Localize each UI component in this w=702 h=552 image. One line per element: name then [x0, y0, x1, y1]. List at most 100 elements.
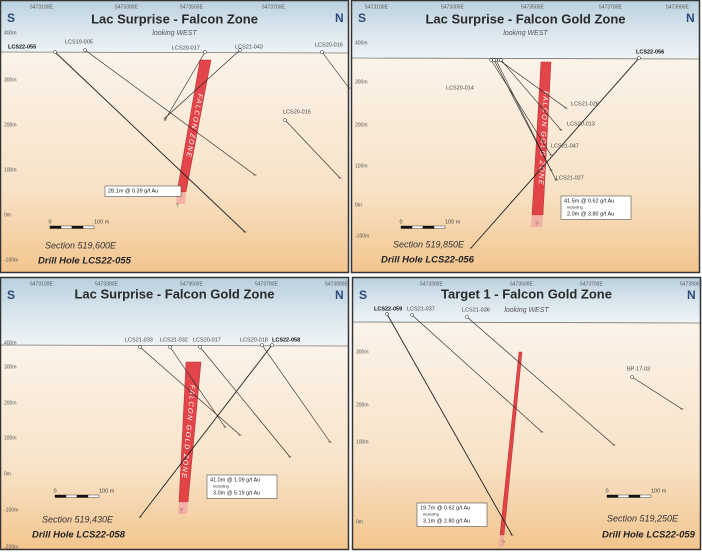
- elevation-label: 0m: [356, 519, 363, 525]
- hole-label: LCS20-017: [193, 337, 221, 343]
- scale-segment: [82, 225, 95, 229]
- section-panel: Target 1 - Falcon Gold Zone looking WEST S…: [351, 276, 702, 551]
- easting-label: 5473700E: [599, 4, 622, 10]
- intercept-box: [416, 502, 488, 527]
- elevation-label: 100m: [356, 439, 369, 445]
- subtitle: looking WEST: [152, 30, 197, 37]
- elevation-label: 0m: [4, 471, 11, 477]
- scale-segment: [60, 225, 73, 229]
- scale-segment: [628, 494, 641, 498]
- hole-label: LCS22-056: [636, 49, 664, 55]
- intercept-text: including: [567, 205, 583, 210]
- hole-label: LCS22-055: [8, 44, 36, 50]
- drill-hole: [470, 57, 640, 249]
- elevation-label: 200m: [4, 122, 17, 128]
- scale-segment: [49, 225, 62, 229]
- elevation-label: -100m: [4, 257, 18, 263]
- section-panel: Lac Surprise - Falcon Gold Zone S N 5473100…: [0, 276, 350, 551]
- direction-right: N: [687, 288, 696, 302]
- panel-border: [0, 276, 350, 551]
- drill-hole: [498, 59, 567, 109]
- scale-segment: [411, 225, 424, 229]
- scale-label: 0: [53, 488, 56, 494]
- hole-label: LCS20-018: [240, 337, 268, 343]
- elevation-label: 400m: [355, 40, 368, 46]
- scale-segment: [76, 494, 89, 498]
- scale-label: 100 m: [99, 488, 115, 494]
- drill-hole: [466, 316, 615, 446]
- subtitle: looking WEST: [503, 30, 548, 37]
- scale-segment: [400, 225, 413, 229]
- section-label: Section 519,600E: [45, 240, 117, 250]
- hole-label: LCS21-027: [556, 175, 584, 181]
- drill-hole: [199, 346, 291, 458]
- easting-label: 5473500E: [510, 281, 533, 287]
- collar: [168, 345, 172, 349]
- elevation-label: 100m: [355, 163, 368, 169]
- direction-left: S: [7, 11, 15, 25]
- elevation-label: 200m: [355, 122, 368, 128]
- drill-hole: [164, 49, 241, 119]
- drill-hole: [284, 119, 341, 179]
- zone-extension: [499, 535, 504, 547]
- panel-border: [351, 276, 702, 551]
- section-label: Section 519,850E: [393, 239, 465, 249]
- topography: [350, 57, 701, 60]
- elevation-label: -100m: [4, 507, 18, 513]
- intercept-text: 3.1m @ 2.80 g/t Au: [423, 518, 470, 524]
- zone-extension: [178, 502, 188, 514]
- topography: [0, 51, 350, 54]
- intercept-text: 28.1m @ 0.39 g/t Au: [108, 188, 158, 194]
- panel-border: [350, 0, 701, 274]
- drill-hole: [631, 376, 683, 410]
- collar: [499, 58, 503, 62]
- elevation-label: 200m: [4, 400, 17, 406]
- sky: [351, 0, 700, 58]
- drill-hole-label: Drill Hole LCS22-059: [602, 530, 696, 541]
- easting-label: 5473300E: [115, 4, 138, 10]
- ground: [0, 52, 349, 273]
- drill-hole: [164, 51, 206, 121]
- drill-hole: [84, 49, 256, 176]
- scale-segment: [65, 494, 78, 498]
- drill-hole-label: Drill Hole LCS22-055: [38, 256, 132, 267]
- collar: [270, 343, 274, 347]
- collar: [489, 58, 493, 62]
- intercept-text: 3.0m @ 5.19 g/t Au: [213, 490, 260, 496]
- uncertain-mark: ?: [180, 508, 183, 514]
- uncertain-mark: ?: [502, 540, 505, 546]
- easting-label: 5473500E: [521, 4, 544, 10]
- uncertain-mark: ?: [535, 221, 538, 227]
- drill-hole: [139, 344, 273, 518]
- intercept-text: 41.5m @ 0.62 g/t Au: [564, 198, 614, 204]
- drill-hole: [321, 51, 350, 89]
- easting-label: 5473700E: [580, 281, 603, 287]
- easting-label: 5473900E: [325, 281, 348, 287]
- sky: [352, 277, 701, 322]
- direction-left: S: [359, 288, 367, 302]
- sky: [0, 0, 349, 52]
- hole-label: LCS22-059: [374, 306, 402, 312]
- panel-border: [0, 0, 350, 274]
- elevation-label: 200m: [356, 402, 369, 408]
- direction-right: N: [686, 11, 695, 25]
- easting-label: 5473700E: [262, 4, 285, 10]
- drill-hole: [500, 59, 562, 131]
- collar: [410, 313, 414, 317]
- scale-label: 100 m: [651, 488, 667, 494]
- elevation-label: 300m: [355, 79, 368, 85]
- elevation-label: 300m: [4, 77, 17, 83]
- easting-label: 5473100E: [365, 4, 388, 10]
- drill-hole: [411, 314, 543, 433]
- collar: [260, 343, 264, 347]
- hole-label: LCS20-013: [567, 121, 595, 127]
- direction-left: S: [7, 288, 15, 302]
- section-panel: Lac Surprise - Falcon Zone looking WEST S N…: [0, 0, 351, 274]
- drill-hole: [386, 313, 513, 536]
- easting-label: 5473300E: [441, 4, 464, 10]
- hole-label: LCS21-033: [125, 337, 153, 343]
- elevation-label: 100m: [4, 435, 17, 441]
- easting-label: 5473700E: [255, 281, 278, 287]
- zone-label: FALCON GOLD ZONE: [537, 91, 549, 186]
- hole-label: LCS20-015: [283, 109, 311, 115]
